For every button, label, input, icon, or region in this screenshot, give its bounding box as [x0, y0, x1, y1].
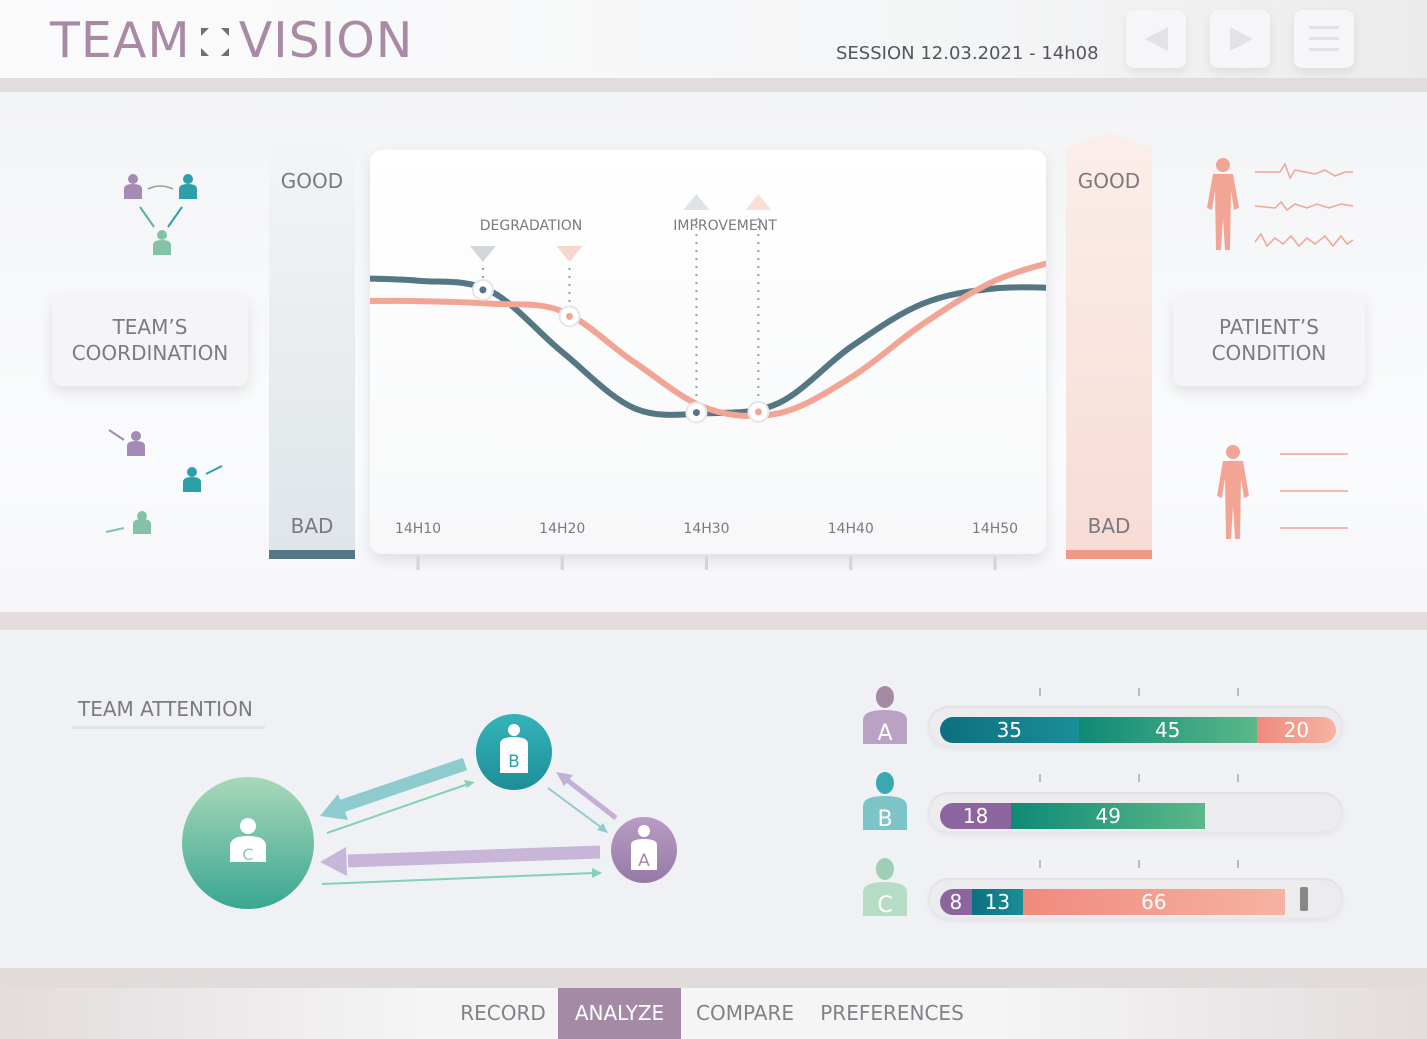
member-c-label: C — [877, 893, 892, 918]
attention-arrow-a-to-b — [556, 772, 618, 820]
attention-arrow-a-to-c — [320, 845, 601, 876]
hamburger-icon — [1309, 26, 1339, 51]
x-tick-label: 14H30 — [683, 521, 729, 537]
event-point-core — [754, 408, 762, 416]
app-logo: TEAM VISION — [50, 12, 413, 70]
bar-segment: 35 — [940, 717, 1080, 743]
attention-arrow-b-to-c — [320, 757, 468, 820]
bar-segment: 18 — [940, 803, 1013, 829]
event-point-core — [565, 312, 573, 320]
attention-arrow-c-to-b — [326, 780, 475, 834]
team-gauge-good-label: GOOD — [280, 169, 344, 193]
team-coordination-line1: TEAM’S — [112, 315, 188, 339]
attention-arrow-b-to-a — [547, 787, 608, 833]
event-point-core — [479, 286, 487, 294]
patient-gauge — [1066, 132, 1152, 559]
attention-node-a[interactable]: A — [611, 817, 677, 883]
attention-node-c-label: C — [242, 845, 253, 864]
triangle-right-icon — [1230, 27, 1253, 51]
member-a-avatar: A — [863, 686, 907, 746]
nav-preferences[interactable]: PREFERENCES — [820, 1001, 964, 1025]
member-b-label: B — [877, 807, 892, 832]
patient-condition-line1: PATIENT’S — [1219, 315, 1319, 339]
bar-segment: 45 — [1078, 717, 1258, 743]
attention-node-b-label: B — [508, 752, 520, 772]
header-band — [0, 78, 1427, 92]
x-tick-label: 14H50 — [972, 521, 1018, 537]
bar-segment: 20 — [1256, 717, 1336, 743]
member-c-bar-end-marker — [1300, 887, 1308, 911]
team-coordination-icon — [124, 174, 197, 255]
bottom-nav — [0, 968, 1427, 1039]
member-b-bar: 18 49 — [928, 792, 1343, 832]
team-gauge-bad-label: BAD — [290, 514, 334, 538]
attention-graph: C B A — [182, 714, 677, 909]
member-b-avatar: B — [863, 772, 907, 832]
x-tick-label: 14H10 — [395, 521, 441, 537]
nav-record[interactable]: RECORD — [460, 1001, 546, 1025]
member-a-bar: 35 45 20 — [928, 706, 1343, 746]
improvement-marker-label: IMPROVEMENT — [673, 218, 777, 234]
patient-condition-line2: CONDITION — [1211, 341, 1327, 365]
bar-segment: 66 — [1023, 889, 1285, 915]
team-gauge — [269, 132, 355, 559]
team-coordination-line2: COORDINATION — [71, 341, 229, 365]
logo-dots-icon — [191, 24, 239, 64]
attention-arrow-c-to-a — [321, 868, 602, 885]
bar-segment: 13 — [971, 889, 1025, 915]
previous-button[interactable] — [1126, 10, 1186, 68]
logo-text-team: TEAM — [50, 12, 191, 69]
patient-gauge-bad-label: BAD — [1087, 514, 1131, 538]
attention-node-a-label: A — [638, 851, 650, 871]
team-dispersed-icon — [105, 429, 223, 534]
timeline-chart-card — [370, 150, 1046, 554]
member-c-avatar: C — [863, 858, 907, 918]
nav-compare[interactable]: COMPARE — [696, 1001, 794, 1025]
member-a-label: A — [877, 721, 892, 746]
patient-condition-card[interactable]: PATIENT’S CONDITION — [1173, 294, 1365, 386]
bar-segment: 49 — [1011, 803, 1206, 829]
next-button[interactable] — [1210, 10, 1270, 68]
logo-text-vision: VISION — [238, 12, 414, 69]
x-tick-label: 14H20 — [539, 521, 585, 537]
patient-stable-icon — [1217, 445, 1348, 539]
bar-scale-ticks — [1039, 688, 1239, 868]
bar-segment: 8 — [940, 889, 973, 915]
app-header — [0, 0, 1427, 78]
team-line — [370, 275, 1046, 418]
degradation-marker-label: DEGRADATION — [480, 218, 582, 234]
menu-button[interactable] — [1294, 10, 1354, 68]
team-attention-underline — [72, 726, 265, 729]
event-point-core — [692, 409, 700, 417]
x-tick-label: 14H40 — [828, 521, 874, 537]
triangle-left-icon — [1145, 27, 1168, 51]
attention-node-c[interactable]: C — [182, 777, 314, 909]
improvement-marker-icon — [683, 194, 710, 210]
degradation-marker-icon — [469, 246, 496, 262]
member-c-bar: 8 13 66 — [928, 878, 1343, 918]
nav-analyze[interactable]: ANALYZE — [558, 988, 681, 1039]
team-coordination-card[interactable]: TEAM’S COORDINATION — [52, 294, 248, 386]
section-divider — [0, 612, 1427, 630]
session-label: SESSION 12.03.2021 - 14h08 — [836, 43, 1099, 64]
team-attention-title: TEAM ATTENTION — [78, 697, 253, 721]
patient-unstable-icon — [1207, 158, 1354, 250]
improvement-marker-icon — [745, 194, 772, 210]
attention-node-b[interactable]: B — [476, 714, 552, 790]
patient-gauge-good-label: GOOD — [1077, 169, 1141, 193]
patient-line — [370, 260, 1046, 420]
timeline-chart: 14H10 14H20 14H30 14H40 14H50 DEGRADATION IM… — [370, 194, 1046, 570]
degradation-marker-icon — [556, 246, 583, 262]
